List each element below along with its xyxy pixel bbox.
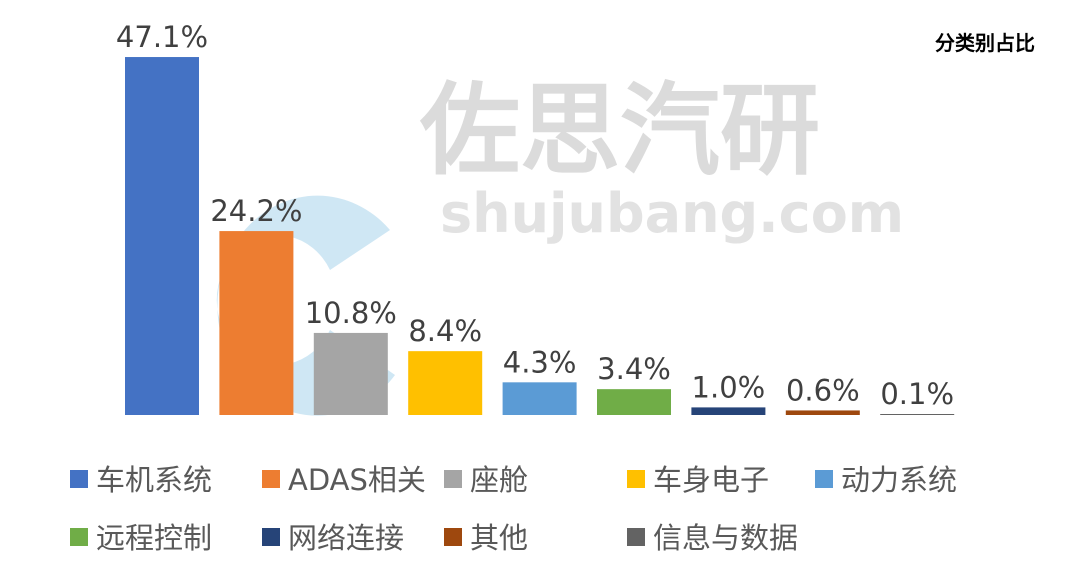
data-label-1: 24.2% bbox=[210, 194, 302, 228]
bar-6 bbox=[691, 407, 766, 415]
legend-item-1: ADAS相关 bbox=[288, 463, 426, 497]
legend-item-3: 车身电子 bbox=[653, 463, 769, 497]
legend-swatch-2 bbox=[444, 470, 462, 488]
watermark-brand: 佐思汽研 bbox=[419, 72, 820, 189]
bar-5 bbox=[597, 389, 671, 415]
bar-1 bbox=[219, 231, 294, 415]
legend-item-2: 座舱 bbox=[470, 463, 528, 497]
bar-8 bbox=[880, 414, 955, 415]
data-label-7: 0.6% bbox=[786, 373, 860, 407]
bar-7 bbox=[785, 410, 860, 415]
legend-item-4: 动力系统 bbox=[841, 463, 957, 497]
legend-swatch-7 bbox=[444, 528, 462, 546]
bar-0 bbox=[125, 57, 199, 415]
legend-item-6: 网络连接 bbox=[288, 521, 404, 555]
data-label-2: 10.8% bbox=[305, 296, 397, 330]
data-label-0: 47.1% bbox=[116, 20, 208, 54]
legend-swatch-8 bbox=[627, 528, 645, 546]
bar-3 bbox=[408, 351, 483, 415]
legend-item-5: 远程控制 bbox=[96, 521, 212, 555]
legend-item-0: 车机系统 bbox=[96, 463, 212, 497]
bar-2 bbox=[313, 332, 388, 415]
legend-swatch-0 bbox=[70, 470, 88, 488]
legend-item-8: 信息与数据 bbox=[653, 521, 798, 555]
chart-title: 分类别占比 bbox=[935, 31, 1035, 55]
watermark-site: shujubang.com bbox=[440, 182, 904, 245]
data-label-8: 0.1% bbox=[880, 377, 954, 411]
legend-swatch-4 bbox=[815, 470, 833, 488]
legend-swatch-1 bbox=[262, 470, 280, 488]
legend-swatch-3 bbox=[627, 470, 645, 488]
data-label-3: 8.4% bbox=[408, 314, 482, 348]
legend-item-7: 其他 bbox=[470, 521, 528, 555]
legend-swatch-5 bbox=[70, 528, 88, 546]
data-label-5: 3.4% bbox=[597, 352, 671, 386]
legend-swatch-6 bbox=[262, 528, 280, 546]
data-label-4: 4.3% bbox=[503, 345, 577, 379]
bar-4 bbox=[502, 382, 577, 415]
data-label-6: 1.0% bbox=[692, 370, 766, 404]
